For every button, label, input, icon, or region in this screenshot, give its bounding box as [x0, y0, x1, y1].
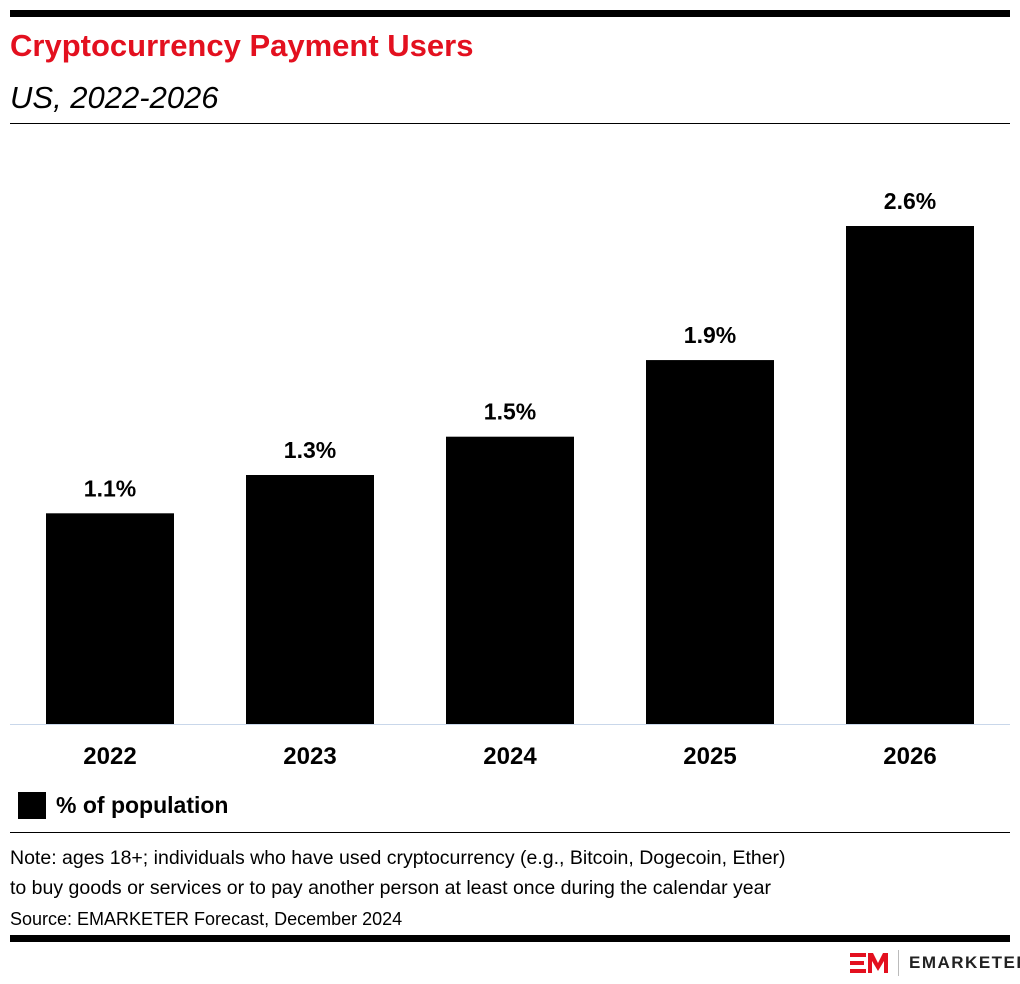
x-tick-label-2023: 2023: [283, 743, 336, 770]
data-label-2026: 2.6%: [884, 188, 936, 214]
data-label-2022: 1.1%: [84, 475, 136, 501]
x-tick-label-2024: 2024: [483, 743, 537, 770]
bar-2025: [646, 360, 774, 724]
top-rule: [10, 10, 1010, 17]
bar-chart: 1.1% 2022 1.3% 2023 1.5% 2024 1.9% 2025 2.6% 2026: [10, 188, 1010, 770]
header-divider: [10, 123, 1010, 124]
legend-swatch: [18, 792, 46, 819]
bar-2024: [446, 436, 574, 724]
data-label-2023: 1.3%: [284, 437, 336, 463]
legend-label: % of population: [56, 792, 229, 818]
bottom-rule: [10, 935, 1010, 942]
emarketer-logo: EMARKETER: [850, 950, 1020, 976]
data-label-2024: 1.5%: [484, 399, 536, 425]
em-logo-icon: [850, 953, 888, 973]
legend: % of population: [18, 792, 228, 819]
bar-2022: [46, 513, 174, 724]
logo-separator: [898, 950, 899, 976]
bar-2023: [246, 475, 374, 724]
x-tick-label-2022: 2022: [83, 743, 136, 770]
x-tick-label-2026: 2026: [883, 743, 936, 770]
brand-name: EMARKETER: [909, 953, 1020, 972]
chart-title: Cryptocurrency Payment Users: [10, 28, 474, 63]
note-line-2: to buy goods or services or to pay anoth…: [10, 877, 771, 899]
bar-2026: [846, 226, 974, 724]
chart-subtitle: US, 2022-2026: [10, 80, 219, 115]
source: Source: EMARKETER Forecast, December 202…: [10, 909, 403, 929]
note-line-1: Note: ages 18+; individuals who have use…: [10, 847, 786, 869]
x-tick-label-2025: 2025: [683, 743, 736, 770]
data-label-2025: 1.9%: [684, 322, 736, 348]
footer-divider: [10, 832, 1010, 833]
